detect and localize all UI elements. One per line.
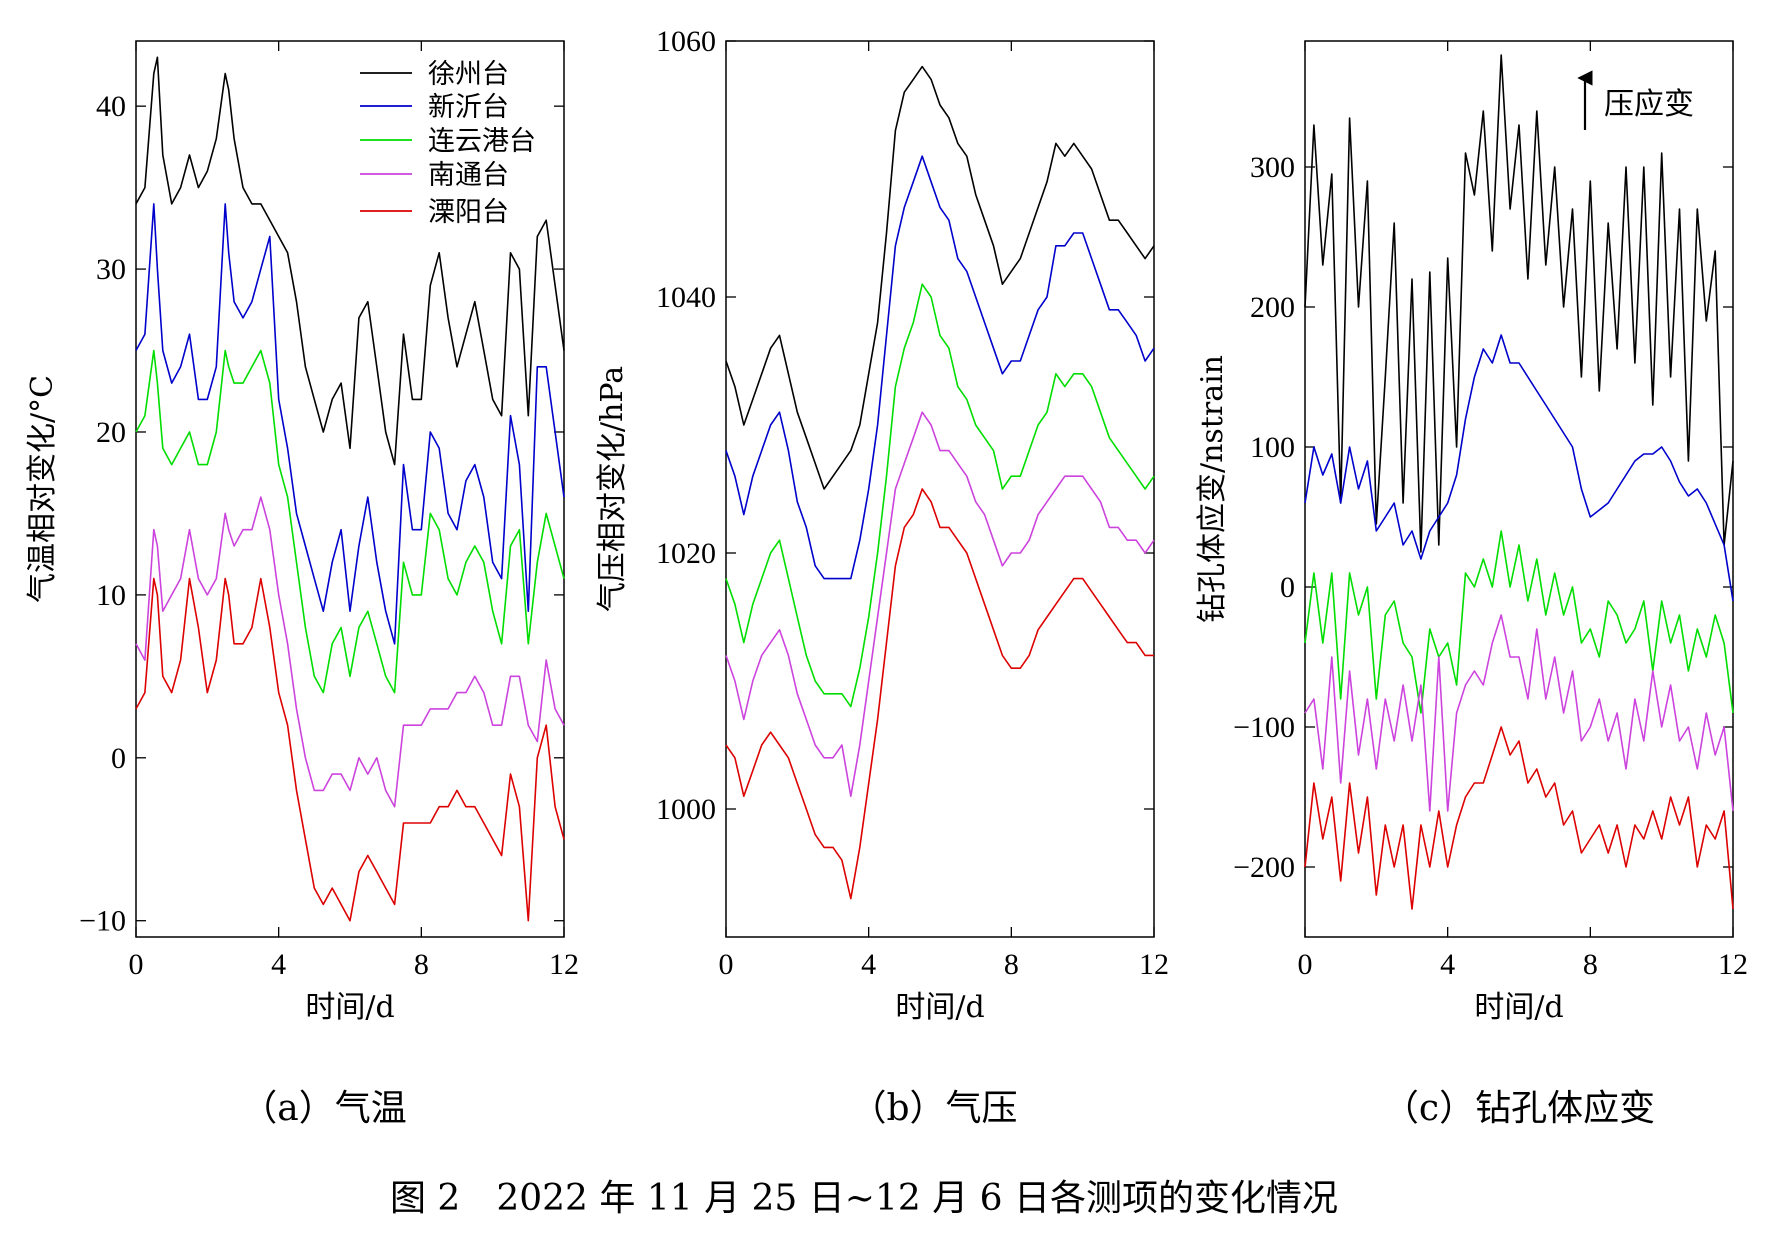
panel-strain: −200 −100 0 100 200 300 0 4 8 12 压应变 钻孔体应变/nstrai… — [1195, 40, 1748, 1129]
x-tick-label: 0 — [719, 948, 734, 981]
series-line-新沂台 — [135, 203, 565, 645]
x-tick-label: 0 — [1298, 948, 1313, 981]
subplot-caption: （b）气压 — [850, 1088, 1017, 1129]
compression-annotation: 压应变 — [1604, 87, 1694, 122]
legend-label-xinyi: 新沂台 — [428, 92, 509, 123]
x-tick-label: 8 — [1583, 948, 1598, 981]
x-tick-label: 8 — [1004, 948, 1019, 981]
y-tick-label: −10 — [79, 905, 126, 938]
series-line-徐州台 — [135, 56, 565, 466]
series-line-南通台 — [1304, 614, 1734, 812]
series-line-连云港台 — [135, 349, 565, 694]
legend: 徐州台 新沂台 连云港台 南通台 溧阳台 — [360, 59, 536, 228]
x-axis-label: 时间/d — [1474, 990, 1563, 1025]
series-line-新沂台 — [1304, 334, 1734, 602]
x-tick-label: 4 — [271, 948, 286, 981]
x-axis-label: 时间/d — [305, 990, 394, 1025]
plot-frame — [725, 40, 1155, 938]
x-tick-label: 4 — [1440, 948, 1455, 981]
series-line-南通台 — [725, 411, 1155, 798]
figure-caption: 图 2 2022 年 11 月 25 日~12 月 6 日各测项的变化情况 — [390, 1178, 1338, 1219]
x-tick-label: 12 — [1718, 948, 1748, 981]
y-tick-label: 0 — [111, 742, 126, 775]
series-line-徐州台 — [1304, 54, 1734, 553]
series-line-南通台 — [135, 496, 565, 808]
y-tick-label: −200 — [1233, 851, 1295, 884]
subplot-caption: （c）钻孔体应变 — [1383, 1088, 1655, 1129]
legend-label-xuzhou: 徐州台 — [428, 59, 509, 90]
y-tick-label: 1040 — [656, 281, 716, 314]
series-line-连云港台 — [725, 283, 1155, 708]
x-tick-label: 4 — [861, 948, 876, 981]
legend-label-liyang: 溧阳台 — [428, 197, 509, 228]
y-tick-label: 40 — [96, 90, 126, 123]
series-layer — [135, 56, 565, 922]
y-tick-label: 30 — [96, 253, 126, 286]
y-tick-label: 20 — [96, 416, 126, 449]
series-line-溧阳台 — [135, 577, 565, 922]
y-tick-label: 100 — [1250, 431, 1295, 464]
series-layer — [725, 65, 1155, 900]
y-axis-label: 气温相对变化/°C — [25, 375, 60, 603]
y-tick-label: −100 — [1233, 711, 1295, 744]
x-axis-label: 时间/d — [895, 990, 984, 1025]
series-line-连云港台 — [1304, 530, 1734, 714]
legend-label-lianyungang: 连云港台 — [428, 126, 536, 157]
subplot-caption: （a）气温 — [241, 1088, 406, 1129]
y-tick-label: 1000 — [656, 793, 716, 826]
x-tick-label: 8 — [414, 948, 429, 981]
y-axis-ticks: 1000 1020 1040 1060 0 4 8 12 — [656, 25, 1169, 981]
series-line-溧阳台 — [1304, 726, 1734, 910]
series-line-溧阳台 — [725, 488, 1154, 900]
panel-pressure: 1000 1020 1040 1060 0 4 8 12 气压相对变化/hPa 时间/d （b… — [595, 25, 1169, 1129]
series-line-徐州台 — [725, 65, 1155, 490]
x-tick-label: 0 — [129, 948, 144, 981]
y-axis-label: 气压相对变化/hPa — [595, 366, 630, 612]
y-tick-label: 1060 — [656, 25, 716, 58]
series-line-新沂台 — [725, 155, 1155, 580]
y-tick-label: 10 — [96, 579, 126, 612]
y-tick-label: 200 — [1250, 291, 1295, 324]
y-tick-label: 300 — [1250, 151, 1295, 184]
x-tick-label: 12 — [1139, 948, 1169, 981]
y-tick-label: 0 — [1280, 571, 1295, 604]
x-tick-label: 12 — [549, 948, 579, 981]
plot-frame — [135, 40, 565, 938]
plot-frame — [1304, 40, 1734, 938]
y-axis-ticks: −200 −100 0 100 200 300 0 4 8 12 — [1233, 41, 1748, 981]
y-tick-label: 1020 — [656, 537, 716, 570]
series-layer — [1304, 54, 1734, 910]
legend-label-nantong: 南通台 — [428, 160, 509, 191]
y-axis-label: 钻孔体应变/nstrain — [1195, 355, 1230, 623]
